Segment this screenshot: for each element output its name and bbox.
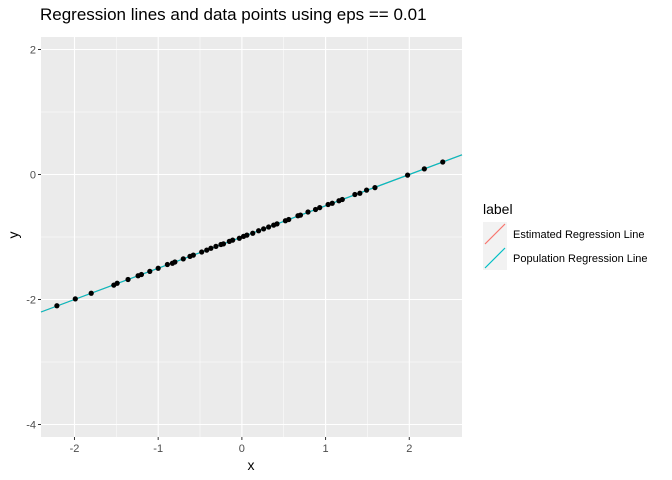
y-axis-ticks: -4 -2 0 2 — [26, 45, 41, 432]
y-tick-label: 2 — [30, 45, 36, 57]
data-point — [114, 280, 120, 286]
x-tick-label: -2 — [70, 443, 80, 455]
data-point — [305, 209, 311, 215]
y-axis-title: y — [5, 232, 21, 239]
data-point — [147, 268, 153, 274]
y-tick-label: -4 — [26, 420, 36, 432]
x-axis-ticks: -2 -1 0 1 2 — [70, 437, 412, 455]
data-point — [357, 190, 363, 196]
data-point — [88, 290, 94, 296]
x-tick-label: -1 — [153, 443, 163, 455]
data-point — [204, 247, 210, 253]
data-point — [190, 252, 196, 258]
chart-title: Regression lines and data points using e… — [40, 5, 427, 24]
data-point — [72, 296, 78, 302]
legend: label Estimated Regression Line Populatio… — [483, 201, 648, 270]
data-point — [199, 249, 205, 255]
data-point — [208, 245, 214, 251]
data-point — [274, 221, 280, 227]
legend-label: Estimated Regression Line — [513, 229, 644, 241]
data-point — [421, 166, 427, 172]
data-point — [125, 276, 131, 283]
data-point — [250, 230, 256, 236]
data-point — [164, 261, 170, 268]
data-point — [261, 226, 267, 232]
legend-title: label — [483, 201, 513, 217]
data-point — [266, 224, 272, 230]
data-point — [352, 191, 358, 198]
legend-keys: Estimated Regression Line Population Regr… — [483, 222, 648, 270]
data-point — [317, 205, 323, 211]
data-point — [339, 196, 345, 203]
data-point — [256, 228, 262, 234]
data-point — [54, 303, 60, 309]
y-tick-label: -2 — [26, 295, 36, 307]
legend-key-line — [484, 247, 506, 269]
data-point — [220, 241, 227, 247]
data-point — [329, 200, 335, 206]
data-point — [363, 187, 370, 193]
data-point — [372, 185, 378, 191]
data-point — [236, 235, 242, 241]
data-point — [297, 212, 304, 218]
data-point — [244, 232, 250, 238]
data-point — [172, 259, 178, 265]
legend-label: Population Regression Line — [513, 253, 648, 265]
data-point — [440, 159, 446, 165]
x-tick-label: 2 — [406, 443, 412, 455]
data-point — [312, 206, 319, 213]
grid-minor — [41, 37, 462, 437]
y-tick-label: 0 — [30, 170, 36, 182]
data-point — [325, 201, 331, 208]
legend-key-line — [484, 223, 506, 245]
data-point — [213, 243, 219, 249]
data-point — [180, 256, 186, 262]
x-axis-title: x — [248, 457, 255, 473]
data-point — [138, 271, 145, 278]
x-tick-label: 0 — [239, 443, 245, 455]
data-points — [54, 159, 446, 309]
data-point — [286, 216, 292, 223]
data-point — [155, 265, 161, 271]
data-point — [404, 172, 411, 178]
data-point — [230, 237, 236, 243]
x-tick-label: 1 — [323, 443, 329, 455]
